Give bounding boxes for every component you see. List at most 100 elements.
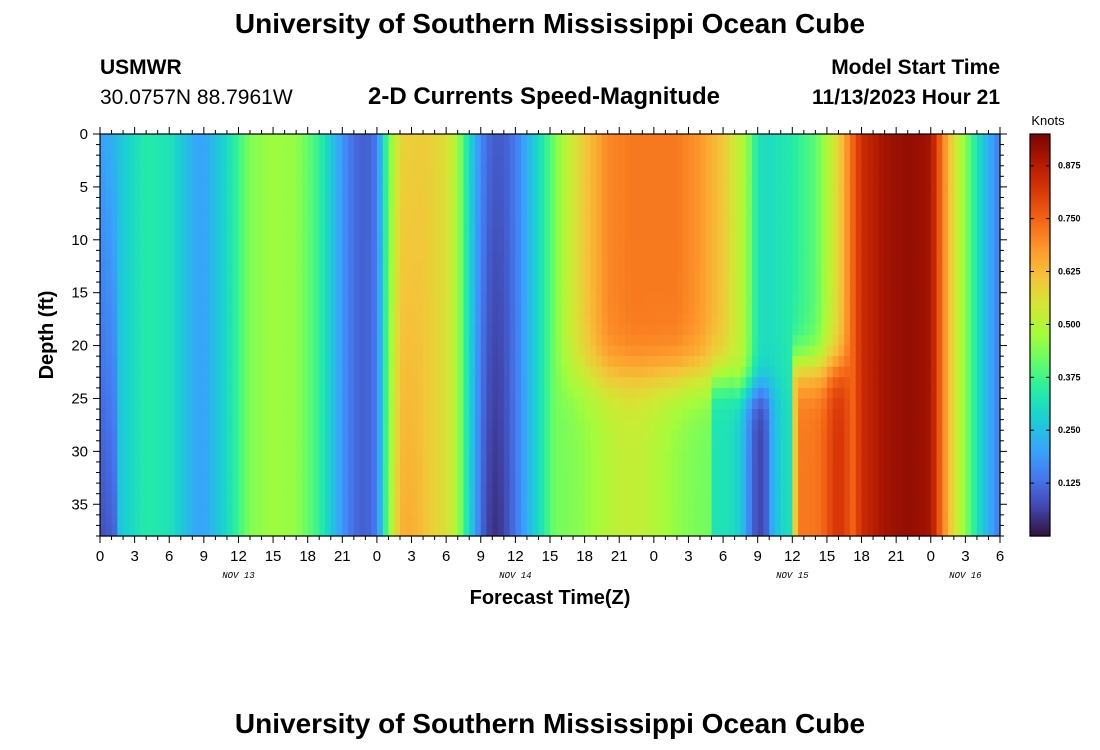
- heatmap-cell: [515, 377, 522, 389]
- heatmap-cell: [313, 356, 320, 368]
- heatmap-cell: [653, 144, 661, 156]
- heatmap-cell: [740, 409, 747, 421]
- heatmap-cell: [630, 218, 638, 230]
- heatmap-cell: [359, 430, 366, 442]
- heatmap-cell: [226, 324, 234, 336]
- heatmap-cell: [717, 514, 724, 527]
- heatmap-cell: [400, 324, 407, 336]
- heatmap-cell: [746, 387, 753, 400]
- heatmap-cell: [630, 303, 638, 315]
- heatmap-cell: [313, 271, 320, 283]
- heatmap-cell: [244, 335, 251, 347]
- heatmap-cell: [786, 514, 793, 527]
- heatmap-cell: [330, 356, 338, 368]
- heatmap-cell: [573, 525, 580, 537]
- heatmap-cell: [700, 165, 707, 177]
- heatmap-cell: [723, 271, 730, 283]
- heatmap-cell: [382, 208, 390, 220]
- heatmap-cell: [313, 398, 320, 410]
- heatmap-cell: [226, 186, 234, 199]
- heatmap-cell: [376, 186, 384, 199]
- heatmap-cell: [694, 514, 701, 527]
- heatmap-cell: [838, 483, 845, 495]
- heatmap-cell: [400, 430, 407, 442]
- heatmap-cell: [792, 229, 799, 241]
- heatmap-cell: [521, 186, 528, 199]
- heatmap-cell: [590, 303, 597, 315]
- heatmap-cell: [826, 313, 834, 326]
- heatmap-cell: [469, 525, 476, 537]
- heatmap-cell: [780, 208, 788, 220]
- heatmap-cell: [486, 345, 493, 357]
- heatmap-cell: [463, 398, 470, 410]
- heatmap-cell: [786, 144, 793, 156]
- heatmap-cell: [215, 208, 222, 220]
- heatmap-cell: [538, 387, 545, 400]
- heatmap-cell: [521, 229, 528, 241]
- heatmap-cell: [267, 292, 274, 304]
- heatmap-cell: [353, 282, 361, 294]
- heatmap-cell: [146, 186, 153, 199]
- heatmap-cell: [128, 165, 136, 177]
- heatmap-cell: [636, 260, 643, 273]
- heatmap-cell: [209, 282, 216, 294]
- heatmap-cell: [769, 504, 776, 516]
- heatmap-cell: [509, 387, 516, 400]
- heatmap-cell: [319, 387, 326, 400]
- heatmap-cell: [296, 514, 303, 527]
- heatmap-cell: [532, 292, 540, 304]
- heatmap-cell: [446, 155, 453, 167]
- heatmap-cell: [590, 239, 597, 251]
- heatmap-cell: [376, 335, 384, 347]
- heatmap-cell: [584, 345, 591, 357]
- heatmap-cell: [550, 493, 557, 505]
- heatmap-cell: [134, 165, 141, 177]
- heatmap-cell: [232, 134, 240, 146]
- heatmap-cell: [809, 218, 816, 230]
- heatmap-cell: [428, 250, 436, 262]
- heatmap-cell: [261, 218, 268, 230]
- heatmap-cell: [694, 493, 701, 505]
- heatmap-cell: [221, 303, 228, 315]
- heatmap-cell: [342, 134, 349, 146]
- heatmap-cell: [446, 451, 453, 463]
- heatmap-cell: [336, 303, 343, 315]
- heatmap-cell: [169, 366, 176, 378]
- heatmap-cell: [746, 366, 753, 378]
- heatmap-cell: [625, 461, 632, 474]
- heatmap-cell: [423, 525, 430, 537]
- heatmap-cell: [803, 335, 811, 347]
- heatmap-cell: [700, 409, 707, 421]
- heatmap-cell: [417, 292, 424, 304]
- heatmap-cell: [180, 197, 188, 209]
- heatmap-cell: [203, 440, 211, 452]
- heatmap-cell: [769, 197, 776, 209]
- heatmap-cell: [809, 387, 816, 400]
- heatmap-cell: [273, 155, 280, 167]
- heatmap-cell: [711, 377, 718, 389]
- heatmap-cell: [607, 282, 615, 294]
- heatmap-cell: [469, 472, 476, 484]
- heatmap-cell: [544, 514, 551, 527]
- heatmap-cell: [769, 451, 776, 463]
- heatmap-cell: [209, 292, 216, 304]
- heatmap-cell: [498, 229, 505, 241]
- heatmap-cell: [769, 218, 776, 230]
- heatmap-cell: [111, 451, 118, 463]
- heatmap-cell: [428, 419, 436, 431]
- heatmap-cell: [255, 483, 263, 495]
- heatmap-cell: [278, 356, 286, 368]
- heatmap-cell: [376, 366, 384, 378]
- heatmap-cell: [809, 197, 816, 209]
- heatmap-cell: [284, 324, 291, 336]
- heatmap-cell: [584, 387, 591, 400]
- heatmap-cell: [250, 250, 257, 262]
- heatmap-cell: [359, 250, 366, 262]
- heatmap-cell: [584, 229, 591, 241]
- heatmap-cell: [838, 176, 845, 188]
- heatmap-cell: [140, 514, 147, 527]
- heatmap-cell: [803, 419, 811, 431]
- heatmap-cell: [475, 176, 482, 188]
- heatmap-cell: [313, 419, 320, 431]
- heatmap-cell: [440, 525, 447, 537]
